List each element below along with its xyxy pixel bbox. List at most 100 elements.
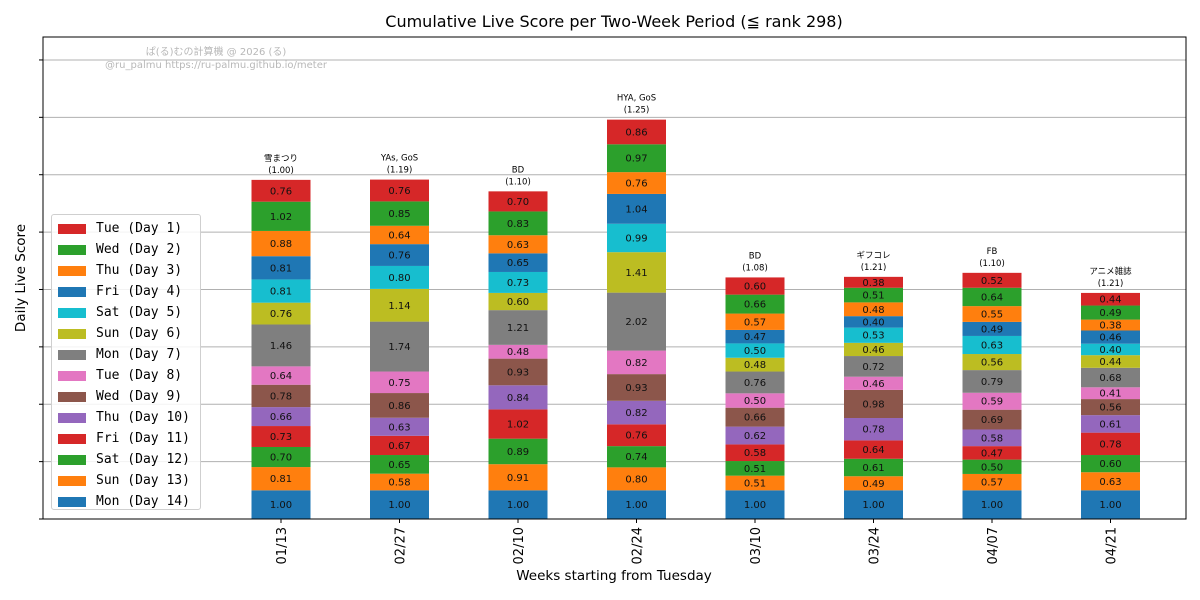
- bar-segment: [1081, 355, 1140, 368]
- bar-value-label: 0.49: [862, 479, 884, 490]
- bar-value-label: 0.64: [862, 445, 884, 456]
- bar-segment: [488, 409, 548, 439]
- legend-label: Wed (Day 9): [96, 389, 183, 404]
- bar-segment: [370, 179, 429, 202]
- bar-value-label: 0.75: [388, 378, 410, 389]
- bar-segment: [488, 464, 548, 491]
- bar-segment: [844, 302, 903, 317]
- bar-segment: [488, 344, 548, 359]
- bar-segment: [1081, 343, 1140, 356]
- bar-value-label: 0.50: [744, 346, 766, 357]
- legend-swatch: [58, 349, 86, 360]
- bar-segment: [488, 310, 548, 345]
- bar-value-label: 0.51: [744, 478, 766, 489]
- bar-segment: [370, 417, 429, 436]
- bar-segment: [370, 490, 429, 519]
- bar-value-label: 0.40: [862, 317, 884, 328]
- bar-value-label: 0.68: [1099, 373, 1121, 384]
- bar-value-label: 0.93: [507, 367, 529, 378]
- bar-segment: [1081, 415, 1140, 433]
- legend-label: Thu (Day 3): [96, 263, 183, 278]
- bar-segment: [725, 475, 785, 491]
- bar-value-label: 0.85: [388, 209, 410, 220]
- bar-annotation-value: (1.19): [387, 166, 413, 176]
- legend-swatch: [58, 454, 86, 465]
- bar-segment: [488, 211, 548, 236]
- bar-value-label: 0.60: [744, 282, 766, 293]
- bar-value-label: 0.56: [1099, 403, 1121, 414]
- bar-segment: [962, 370, 1022, 393]
- watermark-line: ぱ(る)むの計算機 @ 2026 (る): [145, 47, 287, 58]
- bar-segment: [251, 324, 311, 367]
- bar-value-label: 0.82: [625, 408, 647, 419]
- bar-segment: [1081, 367, 1140, 388]
- bar-segment: [725, 444, 785, 462]
- bar-value-label: 0.84: [507, 393, 529, 404]
- bar-value-label: 0.70: [507, 197, 529, 208]
- bar-value-label: 0.38: [1099, 321, 1121, 332]
- bar-segment: [607, 424, 666, 447]
- bar-value-label: 0.61: [1099, 419, 1121, 430]
- legend-swatch: [58, 391, 86, 402]
- bar-value-label: 0.41: [1099, 389, 1121, 400]
- legend-swatch: [58, 412, 86, 423]
- bar-value-label: 0.49: [981, 324, 1003, 335]
- bar-segment: [725, 294, 785, 314]
- legend-swatch: [58, 223, 86, 234]
- bar-value-label: 0.76: [625, 431, 647, 442]
- bar-segment: [251, 407, 311, 427]
- bar-value-label: 1.04: [625, 204, 647, 215]
- bar-segment: [251, 490, 311, 519]
- bar-value-label: 1.41: [625, 268, 647, 279]
- bar-annotation-label: アニメ雑誌: [1089, 266, 1132, 277]
- legend-item: Wed (Day 2): [58, 239, 200, 260]
- bar-segment: [962, 490, 1022, 519]
- bar-value-label: 1.00: [625, 500, 647, 511]
- bar-annotation-value: (1.10): [505, 177, 531, 187]
- bar-value-label: 0.78: [270, 391, 292, 402]
- bar-value-label: 0.82: [625, 358, 647, 369]
- bar-segment: [844, 476, 903, 491]
- bar-segment: [488, 292, 548, 311]
- bar-segment: [844, 458, 903, 477]
- legend-label: Wed (Day 2): [96, 242, 183, 257]
- legend-item: Fri (Day 11): [58, 428, 200, 449]
- bar-segment: [488, 191, 548, 212]
- bar-annotations: 雪まつり (1.00) YAs, GoS (1.19) BD (1.10) HYA, GoS…: [264, 94, 1132, 289]
- bar-annotation-label: ギフコレ: [856, 251, 890, 261]
- bar-value-label: 0.76: [270, 186, 292, 197]
- legend-swatch: [58, 328, 86, 339]
- bar-segment: [1081, 432, 1140, 456]
- bar-value-label: 1.74: [388, 342, 410, 353]
- bar-segment: [962, 321, 1022, 336]
- bar-segment: [844, 287, 903, 303]
- bar-segment: [844, 418, 903, 441]
- legend-item: Sat (Day 5): [58, 302, 200, 323]
- bar-value-label: 0.74: [625, 452, 647, 463]
- bar-value-label: 0.47: [744, 332, 766, 343]
- bar-segment: [1081, 490, 1140, 519]
- bar-value-label: 0.46: [1099, 333, 1121, 344]
- bar-value-label: 0.55: [981, 310, 1003, 321]
- legend-swatch: [58, 370, 86, 381]
- bar-segment: [488, 438, 548, 465]
- legend-label: Mon (Day 7): [96, 347, 183, 362]
- bar-value-label: 0.52: [981, 276, 1003, 287]
- x-tick-label: 04/07: [986, 527, 1001, 564]
- bar-value-label: 0.86: [625, 127, 647, 138]
- bar-value-label: 0.73: [507, 278, 529, 289]
- bar-segment: [1081, 455, 1140, 473]
- bar-segment: [251, 446, 311, 468]
- bar-segment: [725, 426, 785, 445]
- bar-value-label: 0.46: [862, 379, 884, 390]
- bar-value-label: 1.14: [388, 301, 410, 312]
- bar-stacks: 1.00 0.81 0.70 0.73 0.66 0.78 0.64 1.46 0.76 0.81…: [251, 119, 1140, 519]
- x-tick-label: 03/24: [868, 527, 883, 564]
- bar-annotation-label: HYA, GoS: [617, 94, 656, 104]
- bar-value-label: 0.64: [270, 371, 292, 382]
- bar-segment: [370, 321, 429, 372]
- bar-annotation-value: (1.25): [624, 106, 650, 116]
- legend-swatch: [58, 496, 86, 507]
- bar-segment: [251, 201, 311, 231]
